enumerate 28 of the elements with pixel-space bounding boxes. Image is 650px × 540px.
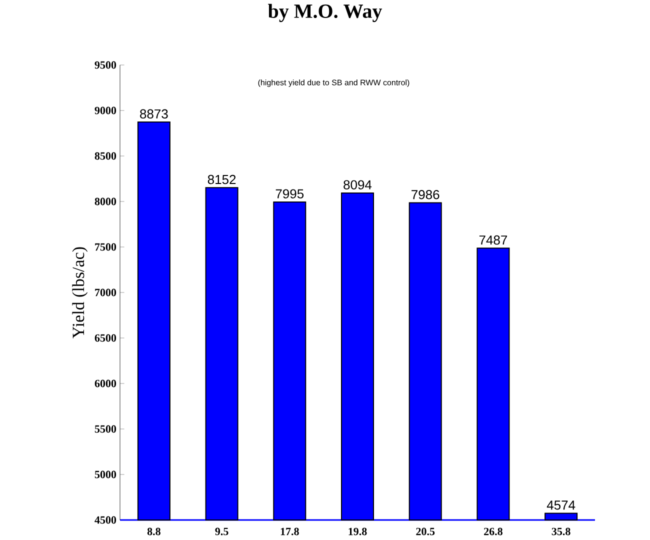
y-tick-label: 4500: [94, 516, 116, 524]
y-tick-label: 7500: [95, 243, 116, 251]
data-label: 8152: [208, 174, 236, 184]
x-tick-label: 19.8: [348, 528, 367, 536]
x-tick-label: 9.5: [215, 528, 228, 536]
x-tick-label: 8.8: [147, 528, 160, 536]
y-tick-label: 9000: [94, 106, 116, 114]
y-tick-label: 8000: [94, 198, 116, 206]
y-tick-label: 9500: [94, 61, 116, 69]
annotation: (highest yield due to SB and RWW control): [258, 79, 410, 87]
y-tick-label: 7000: [95, 288, 116, 296]
y-tick-label: 6000: [94, 380, 116, 388]
y-tick-label: 6500: [94, 334, 116, 342]
y-tick-label: 8500: [94, 152, 116, 160]
y-tick-label: 5000: [94, 470, 116, 478]
y-tick-label: 5500: [94, 425, 116, 433]
data-label: 8873: [140, 109, 168, 119]
chart-title: by M.O. Way: [268, 4, 382, 22]
x-tick-label: 35.8: [552, 528, 570, 536]
data-label: 7995: [276, 189, 304, 198]
x-tick-label: 17.8: [280, 528, 299, 536]
data-label: 4574: [546, 500, 576, 510]
x-tick-label: 26.8: [484, 528, 502, 536]
x-tick-label: 20.5: [416, 528, 435, 536]
data-label: 7986: [412, 190, 440, 200]
data-label: 8094: [344, 180, 372, 190]
y-axis-title: Yield (lbs/ac): [72, 247, 88, 338]
data-label: 7487: [479, 235, 508, 245]
